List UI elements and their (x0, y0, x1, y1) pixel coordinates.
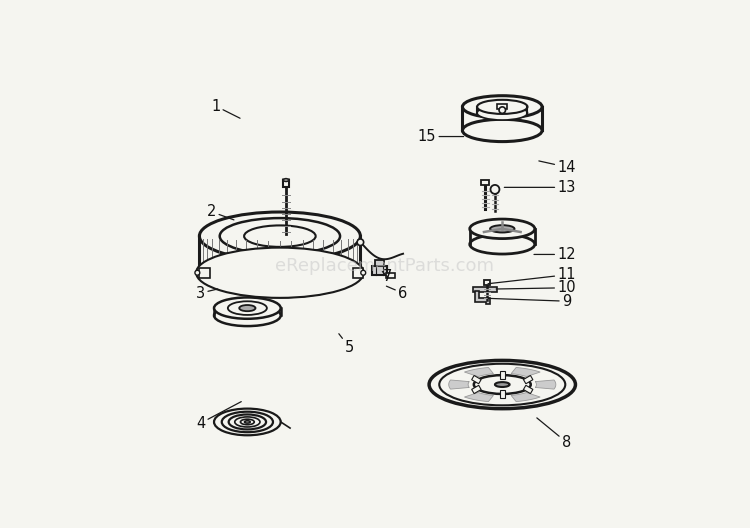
Bar (500, 390, 505, 399)
Polygon shape (448, 380, 470, 389)
Text: 8: 8 (537, 418, 572, 450)
Ellipse shape (220, 218, 340, 254)
Ellipse shape (228, 301, 267, 315)
Ellipse shape (200, 212, 361, 260)
Bar (473, 287, 496, 292)
Polygon shape (475, 291, 490, 304)
Ellipse shape (477, 100, 527, 114)
Bar (497, 104, 507, 109)
Bar (472, 385, 482, 393)
Text: eReplacementParts.com: eReplacementParts.com (274, 257, 494, 275)
Text: 7: 7 (382, 269, 392, 284)
Ellipse shape (196, 248, 364, 298)
Ellipse shape (244, 225, 316, 247)
Circle shape (490, 185, 500, 194)
Text: 9: 9 (488, 294, 572, 309)
Ellipse shape (470, 234, 535, 254)
Ellipse shape (470, 219, 535, 239)
Ellipse shape (463, 119, 542, 142)
Bar (372, 266, 387, 275)
Ellipse shape (214, 297, 280, 319)
Text: 1: 1 (211, 99, 240, 118)
Text: 14: 14 (538, 159, 576, 175)
Circle shape (499, 107, 506, 114)
Ellipse shape (477, 106, 527, 120)
Ellipse shape (490, 225, 514, 232)
Text: 5: 5 (339, 334, 355, 355)
Bar (376, 260, 383, 266)
Bar (283, 180, 290, 187)
Text: 2: 2 (207, 204, 234, 220)
Circle shape (357, 239, 364, 246)
Ellipse shape (440, 364, 566, 406)
Polygon shape (283, 178, 290, 182)
Ellipse shape (474, 375, 531, 394)
Bar (524, 385, 533, 393)
Bar (524, 375, 533, 384)
Ellipse shape (495, 382, 509, 387)
Text: 3: 3 (196, 286, 217, 300)
Ellipse shape (200, 249, 361, 297)
Bar (200, 268, 209, 278)
Ellipse shape (463, 96, 542, 118)
Text: 4: 4 (196, 402, 242, 431)
Polygon shape (464, 367, 494, 376)
Text: 13: 13 (504, 180, 576, 195)
Bar (386, 273, 395, 278)
Text: 6: 6 (386, 286, 407, 300)
Text: 15: 15 (418, 129, 464, 144)
Bar (482, 180, 489, 185)
Polygon shape (536, 380, 556, 389)
Text: 12: 12 (534, 247, 576, 262)
Polygon shape (511, 392, 540, 402)
Polygon shape (464, 392, 494, 402)
Bar (353, 268, 363, 278)
Circle shape (195, 270, 200, 275)
Text: 10: 10 (496, 280, 576, 295)
Bar (484, 280, 490, 285)
Circle shape (361, 270, 366, 275)
Ellipse shape (214, 409, 280, 435)
Bar (500, 371, 505, 379)
Bar (472, 375, 482, 384)
Ellipse shape (429, 361, 575, 409)
Polygon shape (511, 367, 540, 376)
Ellipse shape (214, 305, 280, 326)
Ellipse shape (239, 305, 256, 311)
Text: 11: 11 (488, 267, 576, 284)
